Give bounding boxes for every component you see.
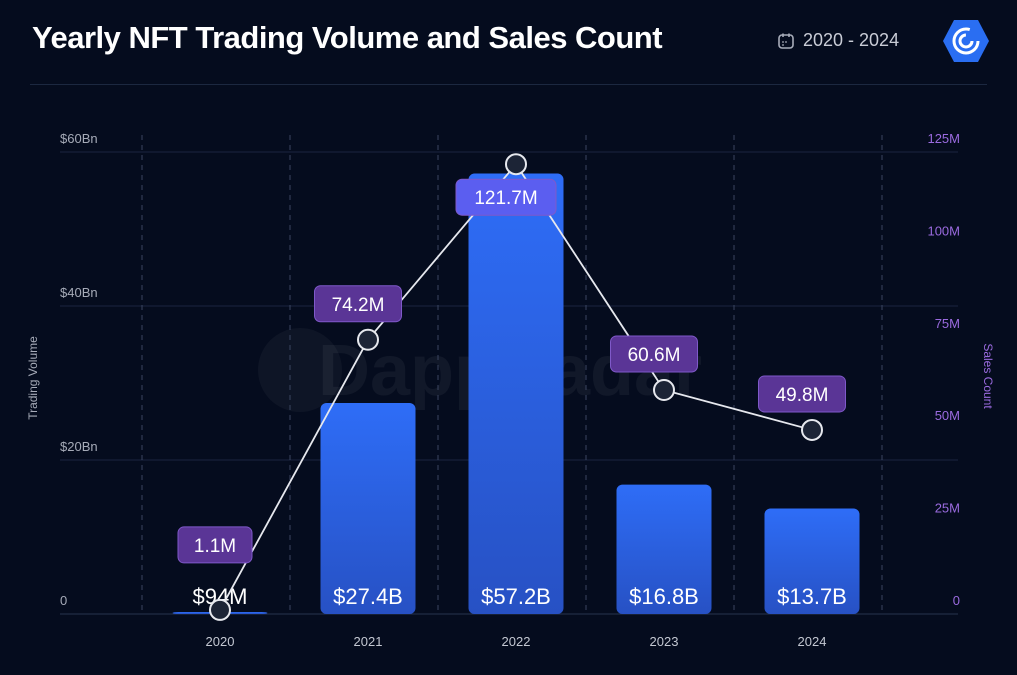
y-tick-label: $20Bn: [60, 439, 98, 454]
y2-tick-label: 25M: [935, 501, 960, 516]
x-tick-label: 2023: [650, 634, 679, 649]
bar-value-label: $16.8B: [629, 584, 699, 609]
sales-badge-label: 60.6M: [628, 345, 681, 366]
bar-2021: [320, 403, 416, 614]
header-divider: [30, 84, 987, 85]
x-tick-label: 2022: [502, 634, 531, 649]
sales-point-2020: [209, 598, 231, 621]
y2-tick-label: 125M: [927, 131, 960, 146]
page-title: Yearly NFT Trading Volume and Sales Coun…: [32, 20, 663, 55]
y2-tick-label: 100M: [927, 223, 960, 238]
sales-point-2022: [505, 153, 527, 176]
sales-badge-bg: [610, 335, 698, 373]
sales-badge-bg: [177, 526, 253, 564]
x-tick-label: 2020: [206, 634, 235, 649]
bar-2022: [468, 173, 564, 614]
sales-point-2024: [801, 418, 823, 441]
x-tick-label: 2021: [354, 634, 383, 649]
calendar-icon: [778, 33, 794, 49]
bar-value-label: $27.4B: [333, 584, 403, 609]
y-tick-label: $40Bn: [60, 285, 98, 300]
watermark-logo: [258, 328, 342, 412]
y2-tick-label: 0: [953, 593, 960, 608]
sales-badge-label: 74.2M: [332, 295, 385, 316]
dappradar-logo: [943, 20, 989, 62]
y2-axis-title: Sales Count: [981, 343, 995, 409]
sales-badge-label: 49.8M: [776, 385, 829, 406]
sales-badge-bg: [314, 285, 402, 323]
y2-tick-label: 50M: [935, 408, 960, 423]
bar-2023: [616, 484, 712, 614]
date-range[interactable]: 2020 - 2024: [777, 30, 899, 51]
x-tick-label: 2024: [798, 634, 827, 649]
date-range-label: 2020 - 2024: [803, 30, 900, 50]
y-axis-title: Trading Volume: [26, 336, 40, 420]
y2-tick-label: 75M: [935, 316, 960, 331]
sales-badge-bg: [758, 375, 846, 413]
sales-badge-label: 1.1M: [194, 536, 236, 557]
sales-point-2021: [357, 328, 379, 351]
y-tick-label: 0: [60, 593, 67, 608]
bar-value-label: $57.2B: [481, 584, 551, 609]
y-tick-label: $60Bn: [60, 131, 98, 146]
sales-badge-bg: [455, 178, 557, 216]
bar-value-label: $13.7B: [777, 584, 847, 609]
sales-point-2023: [653, 379, 675, 402]
bar-2024: [764, 508, 860, 614]
sales-badge-label: 121.7M: [474, 188, 537, 209]
